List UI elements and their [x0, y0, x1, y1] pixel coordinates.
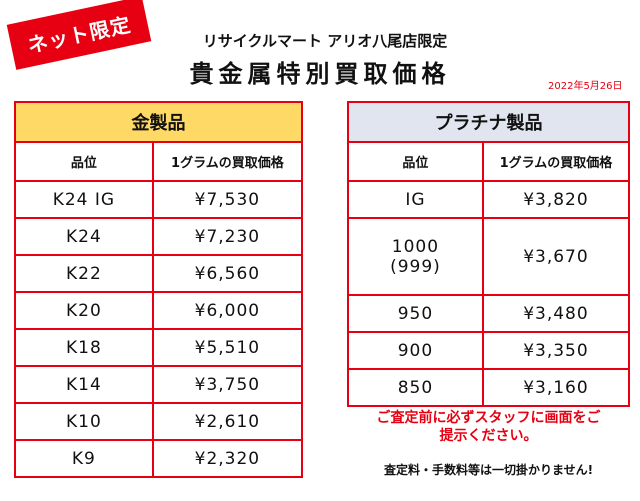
gold-col-grade: 品位	[14, 141, 154, 182]
grade-cell: 850	[347, 368, 484, 407]
price-cell: ¥5,510	[151, 328, 304, 367]
price-cell: ¥6,000	[151, 291, 304, 330]
grade-cell: K24	[14, 217, 154, 256]
gold-price-table: 金製品 品位 1グラムの買取価格 K24 IG ¥7,530 K24 ¥7,23…	[14, 101, 304, 478]
grade-cell: 900	[347, 331, 484, 370]
table-row: 900 ¥3,350	[347, 331, 631, 370]
table-row: 950 ¥3,480	[347, 294, 631, 333]
price-cell: ¥2,610	[151, 402, 304, 441]
grade-secondary: (999)	[390, 256, 441, 277]
table-row: K24 ¥7,230	[14, 217, 304, 256]
platinum-price-table: プラチナ製品 品位 1グラムの買取価格 IG ¥3,820 1000 (999)…	[347, 101, 631, 407]
gold-col-price: 1グラムの買取価格	[151, 141, 304, 182]
price-cell: ¥6,560	[151, 254, 304, 293]
price-cell: ¥2,320	[151, 439, 304, 478]
price-cell: ¥3,480	[481, 294, 631, 333]
grade-cell: K14	[14, 365, 154, 404]
grade-cell: 950	[347, 294, 484, 333]
platinum-col-grade: 品位	[347, 141, 484, 182]
price-cell: ¥3,670	[481, 217, 631, 296]
gold-table-heading: 金製品	[14, 101, 303, 143]
grade-cell: K20	[14, 291, 154, 330]
no-fee-notice: 査定料・手数料等は一切掛かりません!	[383, 463, 594, 477]
table-row: K18 ¥5,510	[14, 328, 304, 367]
grade-cell: K18	[14, 328, 154, 367]
table-row: K9 ¥2,320	[14, 439, 304, 478]
date-label: 2022年5月26日	[548, 81, 623, 92]
table-row: 850 ¥3,160	[347, 368, 631, 407]
table-row: K24 IG ¥7,530	[14, 180, 304, 219]
grade-cell: K22	[14, 254, 154, 293]
price-cell: ¥3,160	[481, 368, 631, 407]
table-row: K22 ¥6,560	[14, 254, 304, 293]
grade-cell: K9	[14, 439, 154, 478]
table-row: IG ¥3,820	[347, 180, 631, 219]
price-cell: ¥3,350	[481, 331, 631, 370]
notice-line: ご査定前に必ずスタッフに画面をご	[376, 410, 601, 426]
price-cell: ¥3,750	[151, 365, 304, 404]
grade-primary: 1000	[391, 236, 440, 257]
show-screen-notice: ご査定前に必ずスタッフに画面をご 提示ください。	[347, 409, 630, 445]
notice-line: 提示ください。	[439, 428, 538, 444]
grade-cell: 1000 (999)	[347, 217, 484, 296]
store-name: リサイクルマート アリオ八尾店限定	[202, 32, 448, 50]
price-cell: ¥7,230	[151, 217, 304, 256]
platinum-table-heading: プラチナ製品	[347, 101, 630, 143]
grade-cell: K24 IG	[14, 180, 154, 219]
grade-cell: K10	[14, 402, 154, 441]
page-title: 貴金属特別買取価格	[189, 60, 451, 88]
table-row: K14 ¥3,750	[14, 365, 304, 404]
platinum-col-price: 1グラムの買取価格	[481, 141, 631, 182]
table-row: K10 ¥2,610	[14, 402, 304, 441]
grade-cell: IG	[347, 180, 484, 219]
table-row: K20 ¥6,000	[14, 291, 304, 330]
price-cell: ¥7,530	[151, 180, 304, 219]
table-row: 1000 (999) ¥3,670	[347, 217, 631, 296]
price-cell: ¥3,820	[481, 180, 631, 219]
